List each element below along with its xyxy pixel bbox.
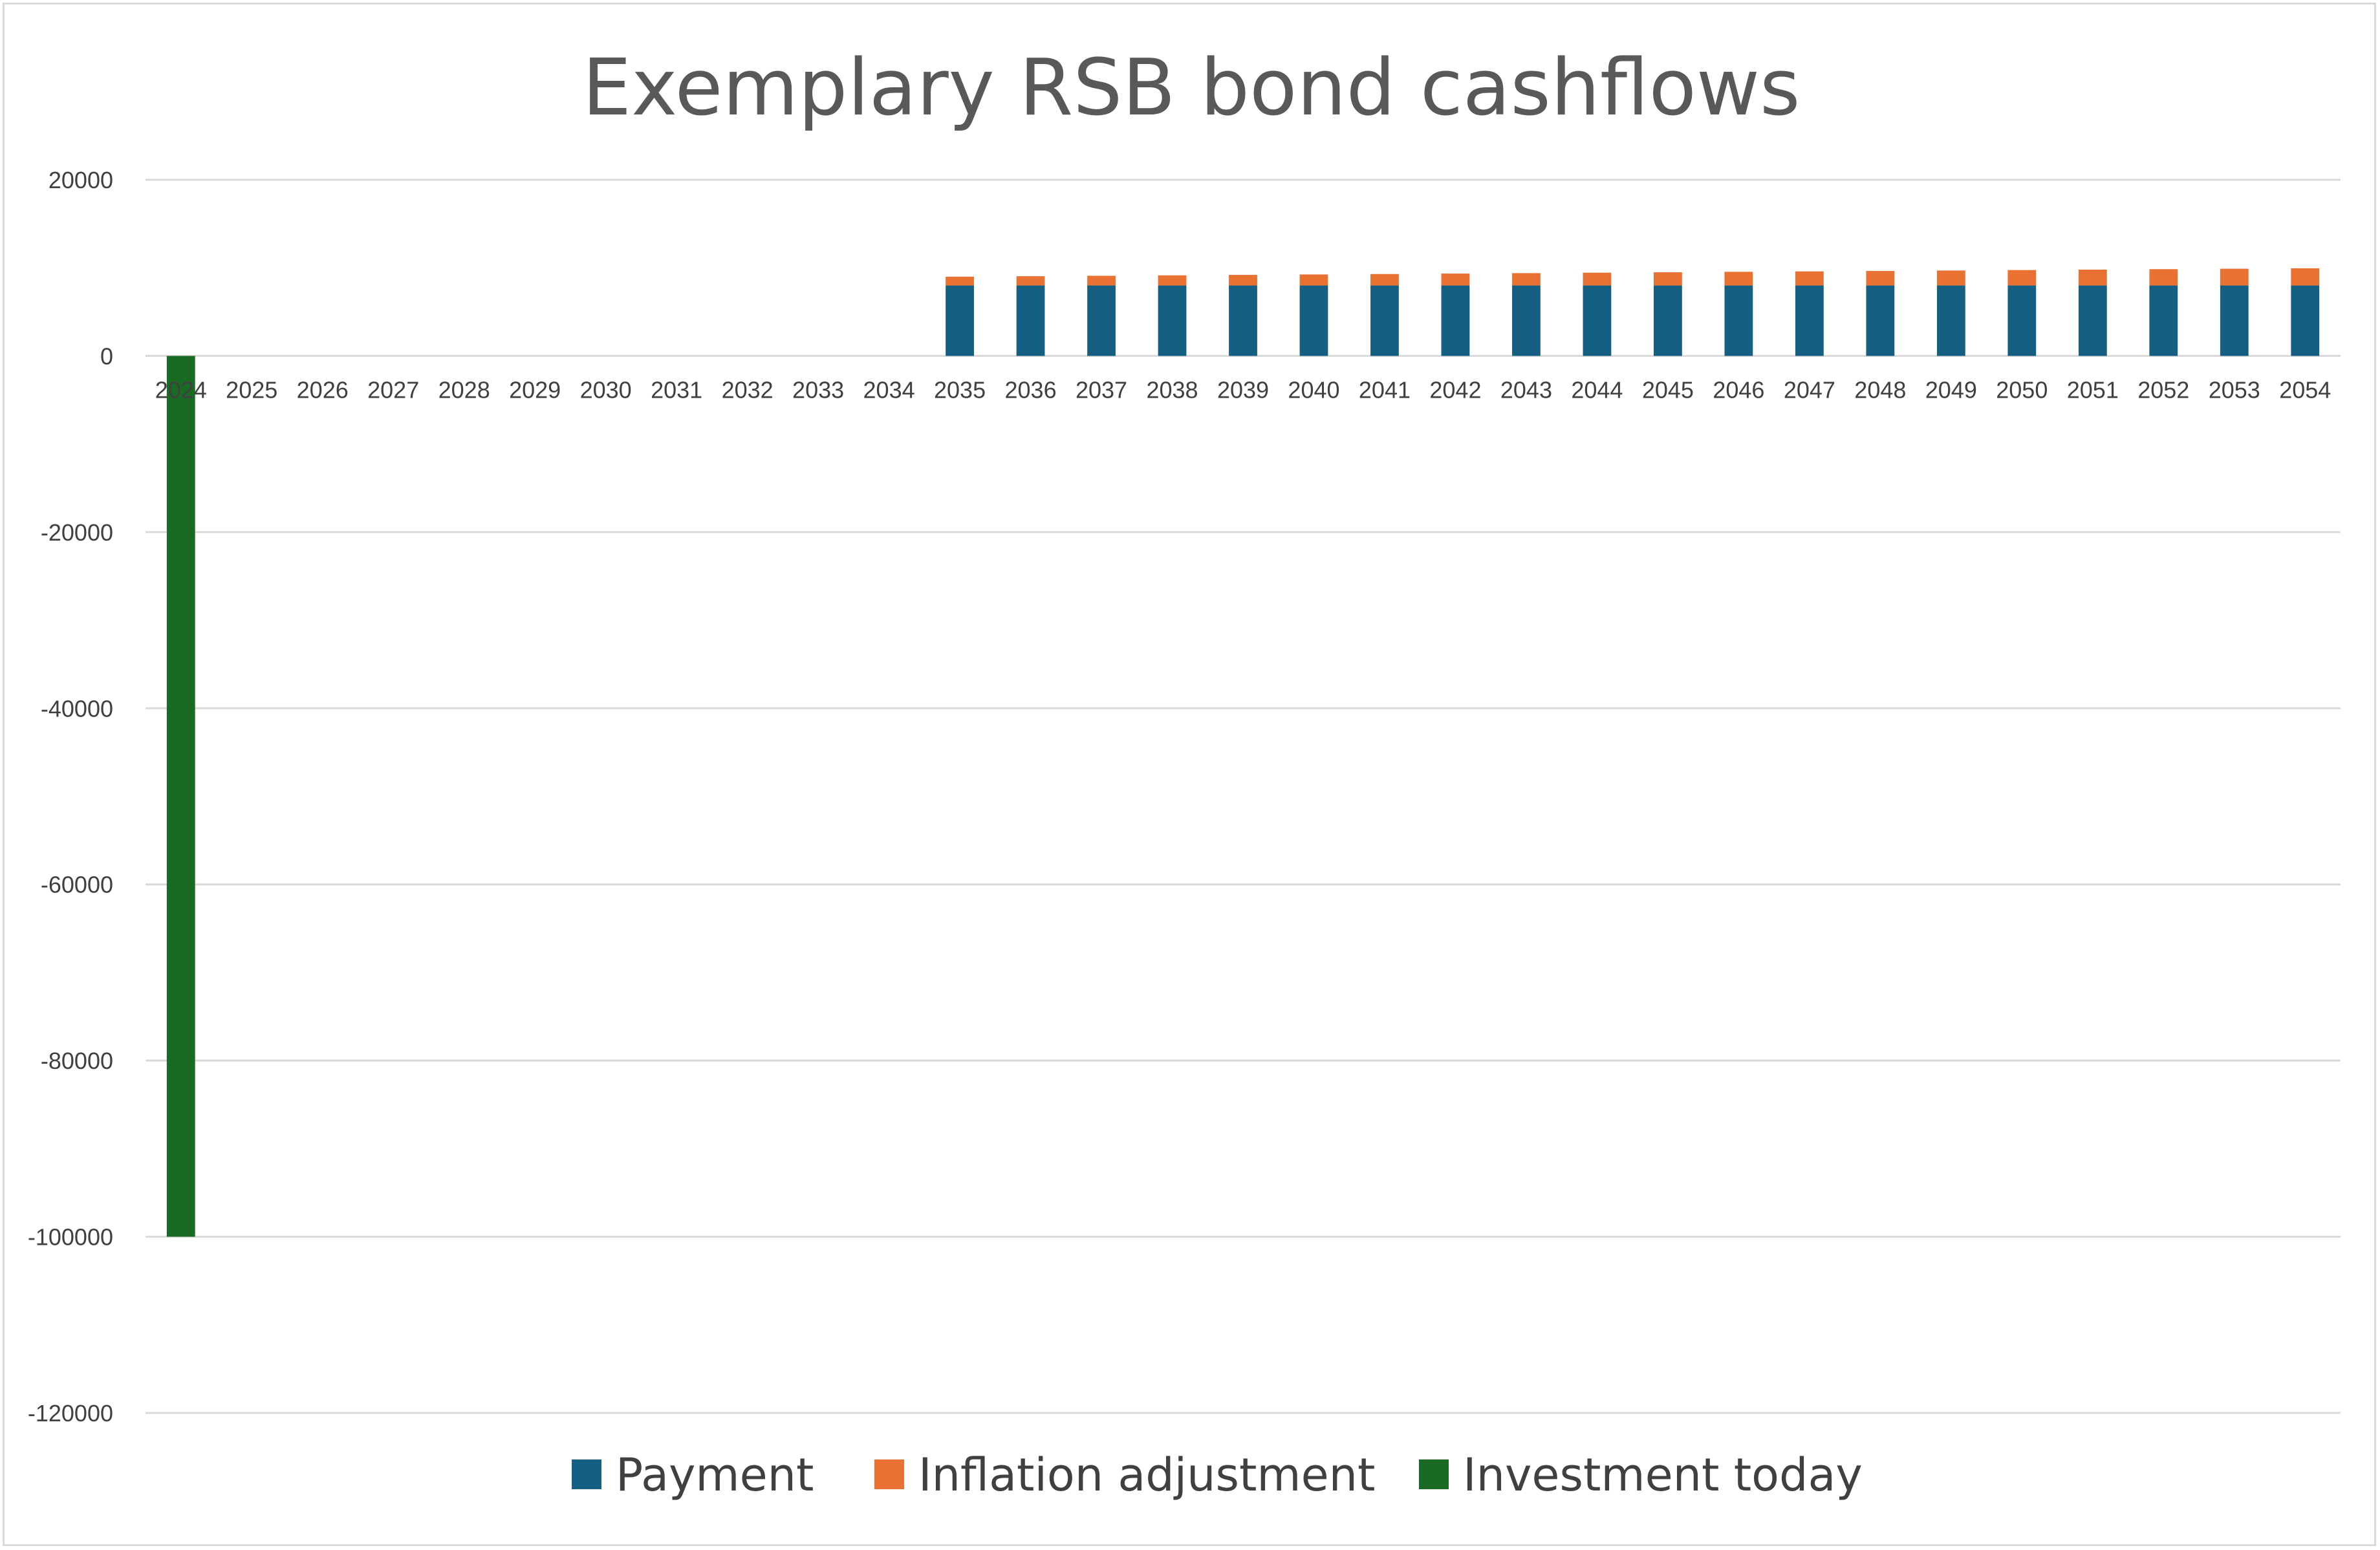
x-tick-label: 2037 [1076,376,1127,403]
x-tick-label: 2041 [1359,376,1411,403]
x-tick-label: 2028 [438,376,490,403]
x-tick-label: 2038 [1146,376,1198,403]
x-tick-label: 2036 [1005,376,1057,403]
bar-segment [166,356,195,1237]
bar-segment [2149,269,2178,286]
x-tick-label: 2029 [509,376,561,403]
bar-segment [1866,270,1895,286]
x-tick-label: 2034 [863,376,915,403]
bar-segment [1512,285,1541,356]
x-tick-label: 2026 [297,376,349,403]
x-tick-label: 2025 [226,376,277,403]
bar-chart: Exemplary RSB bond cashflows 20000 0 -2000… [28,43,2341,1502]
x-tick-label: 2048 [1854,376,1906,403]
x-tick-label: 2054 [2279,376,2331,403]
legend: Payment Inflation adjustment Investment to… [572,1448,1863,1502]
x-tick-label: 2044 [1571,376,1623,403]
bar-segment [1795,271,1824,286]
y-tick-label: 20000 [49,167,113,193]
y-tick-label: -60000 [41,872,113,898]
y-tick-label: 0 [100,343,113,369]
x-tick-label: 2050 [1996,376,2048,403]
legend-swatch [1419,1459,1449,1489]
bar-segment [1936,270,1965,286]
x-tick-label: 2042 [1429,376,1481,403]
x-tick-label: 2045 [1642,376,1694,403]
x-tick-label: 2049 [1925,376,1977,403]
legend-label: Investment today [1463,1448,1863,1502]
bar-segment [2220,285,2249,356]
x-tick-label: 2047 [1784,376,1835,403]
bar-segment [1654,285,1682,356]
x-tick-label: 2030 [580,376,632,403]
bar-segment [1299,274,1328,286]
chart-frame: Exemplary RSB bond cashflows 20000 0 -2000… [3,3,2376,1546]
x-tick-label: 2052 [2137,376,2189,403]
gridlines [146,178,2341,1414]
bar-segment [2291,285,2320,356]
bars [166,268,2320,1237]
bar-segment [1583,285,1612,356]
legend-label: Payment [616,1448,814,1502]
bar-segment [1370,285,1399,356]
bar-segment [946,276,974,286]
y-tick-label: -80000 [41,1048,113,1074]
bar-segment [1087,285,1116,356]
y-tick-label: -20000 [41,519,113,546]
bar-segment [1724,272,1753,286]
x-tick-label: 2051 [2067,376,2119,403]
bar-segment [1866,285,1895,356]
x-tick-label: 2035 [934,376,986,403]
legend-swatch [874,1459,904,1489]
bar-segment [2078,269,2107,286]
x-axis-ticks: 2024 2025 2026 2027 2028 2029 2030 2031 2032 2033… [155,376,2331,403]
x-tick-label: 2032 [722,376,774,403]
bar-segment [1158,285,1187,356]
x-tick-label: 2053 [2209,376,2260,403]
bar-segment [2220,268,2249,286]
bar-segment [1016,285,1045,356]
bar-segment [1795,285,1824,356]
x-tick-label: 2027 [367,376,419,403]
bar-segment [1229,285,1257,356]
y-tick-label: -120000 [28,1400,113,1426]
bar-segment [1441,285,1470,356]
bar-segment [2078,285,2107,356]
bar-segment [1299,285,1328,356]
bar-segment [1936,285,1965,356]
y-tick-label: -40000 [41,695,113,722]
legend-swatch [572,1459,601,1489]
x-tick-label: 2046 [1713,376,1764,403]
chart-title: Exemplary RSB bond cashflows [582,43,1800,133]
bar-segment [1441,274,1470,286]
x-tick-label: 2024 [155,376,207,403]
bar-segment [1016,276,1045,286]
bar-segment [2149,285,2178,356]
bar-segment [1370,274,1399,286]
x-tick-label: 2031 [651,376,702,403]
x-tick-label: 2043 [1500,376,1552,403]
bar-segment [1654,272,1682,286]
y-tick-label: -100000 [28,1224,113,1251]
bar-segment [2007,270,2037,286]
y-axis-ticks: 20000 0 -20000 -40000 -60000 -80000 -100000 -12… [28,167,113,1426]
bar-segment [1724,285,1753,356]
x-tick-label: 2033 [792,376,844,403]
bar-segment [1087,275,1116,286]
x-tick-label: 2040 [1288,376,1339,403]
legend-label: Inflation adjustment [918,1448,1375,1502]
bar-segment [1512,273,1541,286]
bar-segment [946,285,974,356]
bar-segment [1229,275,1257,286]
bar-segment [2007,285,2037,356]
bar-segment [2291,268,2320,286]
x-tick-label: 2039 [1217,376,1269,403]
bar-segment [1158,275,1187,286]
bar-segment [1583,272,1612,286]
